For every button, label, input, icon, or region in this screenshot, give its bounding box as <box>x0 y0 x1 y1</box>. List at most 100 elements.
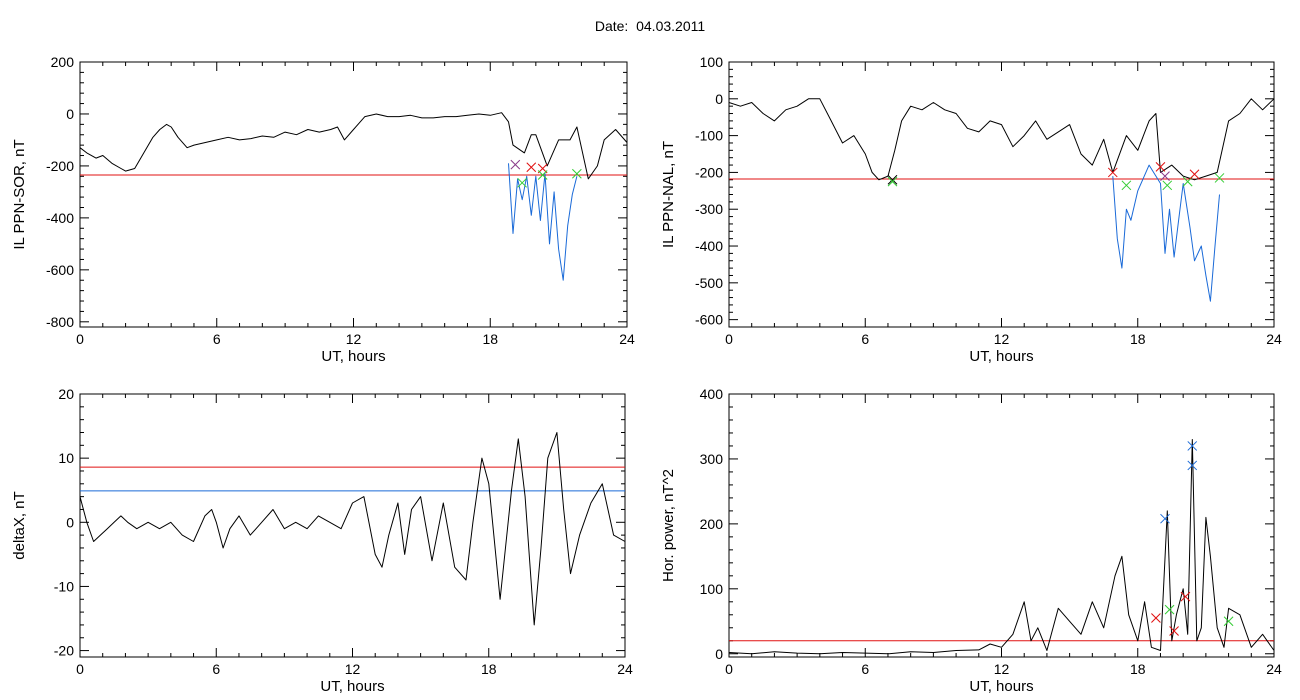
marker-stroke <box>1187 460 1198 471</box>
y-tick-label: 10 <box>58 450 74 466</box>
marker-stroke <box>1164 604 1175 615</box>
marker-x-blue <box>1187 441 1198 451</box>
y-tick-label: 20 <box>58 386 74 402</box>
marker-stroke <box>526 162 537 173</box>
x-tick-label: 0 <box>725 661 733 677</box>
y-tick-label: 0 <box>715 91 723 107</box>
marker-x-green <box>572 168 582 179</box>
y-tick-label: -20 <box>54 643 74 659</box>
y-tick-label: -200 <box>695 164 723 180</box>
plot-frame <box>79 61 628 328</box>
x-tick-label: 18 <box>1130 661 1146 677</box>
x-tick-label: 24 <box>617 661 633 677</box>
marker-stroke <box>887 176 898 187</box>
marker-stroke <box>1189 169 1200 180</box>
marker-stroke <box>1214 173 1225 183</box>
y-tick-label: -800 <box>46 314 74 330</box>
marker-x-red <box>1155 162 1166 172</box>
y-tick-label: 0 <box>66 106 74 122</box>
marker-x-purple <box>1160 171 1170 181</box>
y-tick-label: -500 <box>695 275 723 291</box>
page-title: Date: 04.03.2011 <box>0 18 1300 34</box>
marker-stroke <box>1107 167 1118 178</box>
marker-x-blue <box>1187 460 1198 471</box>
marker-stroke <box>1187 441 1198 451</box>
y-tick-label: 0 <box>715 646 723 662</box>
marker-x-green <box>517 177 528 188</box>
y-tick-label: -200 <box>46 158 74 174</box>
y-axis-label: Hor. power, nT^2 <box>660 469 677 582</box>
chart-panel-4: 0 6 12 18 24 0 100 200 300 400 UT, hours Hor. power… <box>660 386 1282 695</box>
x-tick-label: 12 <box>994 331 1010 347</box>
x-tick-label: 18 <box>1130 331 1146 347</box>
x-tick-label: 12 <box>345 661 361 677</box>
marker-stroke <box>1121 180 1132 191</box>
y-tick-label: -100 <box>695 128 723 144</box>
x-tick-label: 24 <box>619 331 635 347</box>
series-line-2 <box>1112 164 1220 302</box>
series-line-1 <box>728 98 1275 181</box>
marker-x-black <box>887 174 898 185</box>
x-axis-label: UT, hours <box>969 348 1033 365</box>
y-tick-label: -400 <box>46 210 74 226</box>
y-tick-label: 100 <box>700 54 724 70</box>
x-tick-label: 24 <box>1266 661 1282 677</box>
marker-stroke <box>510 159 521 170</box>
date-value: 04.03.2011 <box>636 18 706 34</box>
y-axis-label: deltaX, nT <box>11 491 28 559</box>
y-tick-label: -600 <box>695 312 723 328</box>
y-tick-label: -400 <box>695 238 723 254</box>
x-tick-label: 12 <box>994 661 1010 677</box>
x-tick-label: 18 <box>481 661 497 677</box>
y-tick-label: 200 <box>700 516 724 532</box>
marker-x-red <box>1180 591 1191 602</box>
chart-panel-1: 0 6 12 18 24 -800 -600 -400 -200 0 200 UT, hours IL … <box>11 54 635 365</box>
y-tick-label: -10 <box>54 578 74 594</box>
marker-x-green <box>1121 180 1132 191</box>
series-line-2 <box>508 163 578 281</box>
date-label: Date: <box>594 18 629 34</box>
marker-stroke <box>517 177 528 188</box>
x-axis-label: UT, hours <box>320 678 384 695</box>
plot-frame <box>79 393 626 658</box>
x-tick-label: 6 <box>861 331 869 347</box>
marker-stroke <box>887 174 898 185</box>
y-tick-label: 100 <box>700 581 724 597</box>
x-tick-label: 18 <box>482 331 498 347</box>
marker-x-red <box>1107 167 1118 178</box>
y-tick-label: 400 <box>700 386 724 402</box>
series-line-1 <box>79 432 626 626</box>
marker-x-green <box>1162 180 1173 191</box>
x-tick-label: 6 <box>213 331 221 347</box>
x-tick-label: 6 <box>212 661 220 677</box>
plot-frame <box>728 61 1275 328</box>
y-tick-label: 200 <box>51 54 75 70</box>
marker-x-green <box>1164 604 1175 615</box>
series-line-1 <box>728 439 1275 655</box>
x-tick-label: 0 <box>725 331 733 347</box>
x-tick-label: 12 <box>346 331 362 347</box>
marker-stroke <box>1155 162 1166 172</box>
marker-x-red <box>1151 613 1161 623</box>
marker-stroke <box>1160 171 1170 181</box>
marker-stroke <box>1162 180 1173 191</box>
chart-panel-3: 0 6 12 18 24 -20 -10 0 10 20 UT, hours deltaX, nT <box>11 386 633 695</box>
x-tick-label: 0 <box>76 331 84 347</box>
x-axis-label: UT, hours <box>969 678 1033 695</box>
y-tick-label: -600 <box>46 262 74 278</box>
marker-stroke <box>1151 613 1161 623</box>
marker-x-green <box>887 176 898 187</box>
x-tick-label: 6 <box>861 661 869 677</box>
marker-stroke <box>1169 626 1179 636</box>
plot-frame <box>728 393 1275 658</box>
y-axis-label: IL PPN-NAL, nT <box>660 141 677 248</box>
y-tick-label: 0 <box>66 514 74 530</box>
marker-x-red <box>526 162 537 173</box>
chart-panel-2: 0 6 12 18 24 -600 -500 -400 -300 -200 -100 0 100 UT, … <box>660 54 1282 365</box>
y-tick-label: 300 <box>700 451 724 467</box>
marker-stroke <box>1160 513 1170 524</box>
y-tick-label: -300 <box>695 201 723 217</box>
marker-stroke <box>1223 616 1234 627</box>
marker-x-red <box>1189 169 1200 180</box>
